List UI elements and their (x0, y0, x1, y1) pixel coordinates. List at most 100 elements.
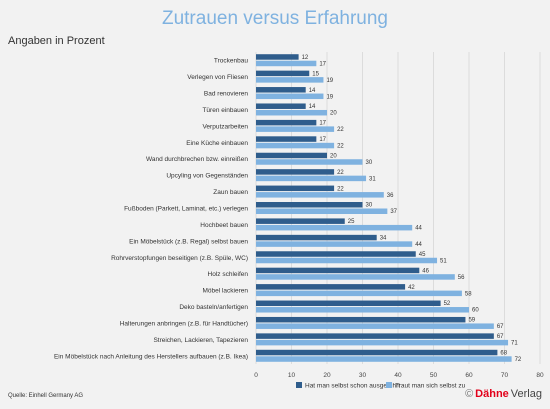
category-label: Zaun bauen (213, 189, 248, 196)
legend-label: Traut man sich selbst zu (395, 383, 466, 390)
bar-done (256, 251, 416, 257)
bar-done (256, 218, 345, 224)
bar-confident (256, 93, 324, 100)
data-label-confident: 36 (387, 193, 394, 199)
bar-confident (256, 109, 327, 116)
data-label-done: 22 (337, 186, 344, 192)
category-label: Ein Möbelstück (z.B. Regal) selbst bauen (129, 238, 248, 245)
bar-confident (256, 224, 413, 231)
bar-done (256, 87, 306, 93)
bar-done (256, 349, 498, 356)
category-label: Fußboden (Parkett, Laminat, etc.) verleg… (124, 206, 248, 213)
data-label-done: 15 (312, 71, 319, 77)
bar-done (256, 300, 441, 307)
data-label-confident: 44 (415, 226, 422, 232)
bar-confident (256, 208, 388, 214)
category-label: Rohrverstopfungen beseitigen (z.B. Spüle… (111, 255, 248, 262)
legend-label: Hat man selbst schon ausgeführt (305, 383, 400, 390)
category-label: Wand durchbrechen bzw. einreißen (146, 156, 248, 163)
bar-confident (256, 77, 324, 83)
x-tick-label: 20 (323, 372, 331, 379)
bar-confident (256, 142, 335, 149)
category-label: Hochbeet bauen (200, 222, 248, 229)
x-tick-label: 80 (536, 372, 544, 379)
category-label: Möbel lackieren (202, 288, 248, 295)
bar-done (256, 103, 306, 109)
data-label-confident: 51 (440, 258, 447, 264)
bar-done (256, 185, 335, 192)
data-label-done: 52 (444, 301, 451, 307)
category-label: Trockenbau (214, 58, 248, 65)
bar-done (256, 54, 299, 60)
publisher-logo: © Dähne Verlag (465, 388, 542, 400)
bar-done (256, 267, 420, 274)
data-label-confident: 44 (415, 242, 422, 248)
bar-confident (256, 339, 509, 346)
data-label-done: 67 (497, 334, 504, 340)
x-tick-label: 10 (288, 372, 296, 379)
bar-done (256, 119, 317, 126)
x-tick-label: 40 (394, 372, 402, 379)
bar-confident (256, 257, 438, 264)
bar-done (256, 234, 377, 241)
bar-confident (256, 159, 363, 165)
bar-done (256, 316, 466, 323)
bar-confident (256, 356, 512, 362)
legend-swatch (386, 382, 392, 388)
category-label: Holz schleifen (208, 271, 249, 278)
category-label: Eine Küche einbauen (186, 140, 248, 147)
category-label: Ein Möbelstück nach Anleitung des Herste… (54, 353, 248, 360)
bar-confident (256, 126, 335, 132)
data-label-confident: 20 (330, 111, 337, 117)
bar-confident (256, 60, 317, 67)
data-label-confident: 22 (337, 144, 344, 150)
data-label-confident: 72 (515, 357, 522, 363)
logo-suffix: Verlag (510, 388, 542, 400)
logo-brand: Dähne (475, 388, 509, 400)
data-label-confident: 30 (366, 160, 373, 166)
bar-confident (256, 323, 494, 329)
x-tick-label: 60 (465, 372, 473, 379)
data-label-done: 20 (330, 153, 337, 159)
bar-confident (256, 241, 413, 247)
data-label-done: 68 (500, 350, 507, 356)
bar-confident (256, 274, 455, 280)
bar-confident (256, 192, 384, 198)
data-label-done: 22 (337, 170, 344, 176)
data-label-done: 14 (309, 104, 316, 110)
data-label-done: 42 (408, 285, 415, 291)
data-label-done: 25 (348, 219, 355, 225)
data-label-done: 34 (380, 236, 387, 242)
bar-done (256, 202, 363, 208)
bar-done (256, 136, 317, 142)
data-label-confident: 19 (326, 94, 333, 100)
data-label-confident: 19 (326, 78, 333, 84)
data-label-done: 17 (319, 137, 326, 143)
data-label-confident: 17 (319, 61, 326, 67)
data-label-done: 46 (422, 268, 429, 274)
data-label-confident: 67 (497, 324, 504, 330)
x-tick-label: 30 (359, 372, 367, 379)
data-label-done: 12 (302, 55, 309, 61)
data-label-confident: 60 (472, 308, 479, 314)
x-tick-label: 70 (501, 372, 509, 379)
category-label: Verputzarbeiten (202, 123, 248, 130)
category-label: Verlegen von Fliesen (187, 74, 248, 81)
bar-done (256, 70, 310, 77)
x-tick-label: 50 (430, 372, 438, 379)
data-label-confident: 31 (369, 176, 376, 182)
chart-title: Zutrauen versus Erfahrung (161, 8, 388, 29)
category-label: Streichen, Lackieren, Tapezieren (153, 337, 248, 344)
bar-done (256, 284, 406, 290)
category-label: Deko basteln/anfertigen (179, 304, 248, 311)
data-label-confident: 71 (511, 341, 518, 347)
category-label: Türen einbauen (202, 107, 248, 114)
bar-confident (256, 290, 462, 297)
copyright-icon: © (465, 388, 474, 400)
category-label: Upcyling von Gegenständen (166, 173, 248, 180)
chart-subtitle: Angaben in Prozent (8, 35, 105, 47)
data-label-done: 59 (468, 318, 475, 324)
data-label-confident: 22 (337, 127, 344, 133)
bar-done (256, 152, 327, 159)
